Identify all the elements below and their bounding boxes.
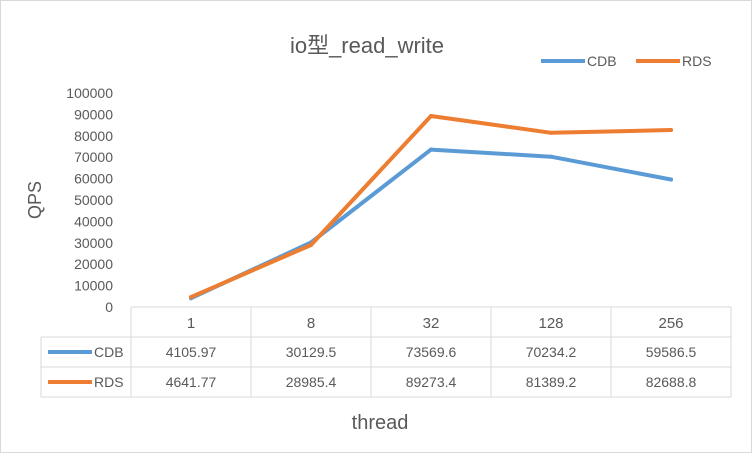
data-label: 81389.2 <box>526 374 577 390</box>
y-axis-label: QPS <box>25 181 45 219</box>
data-label: 73569.6 <box>406 344 457 360</box>
data-label: 59586.5 <box>646 344 697 360</box>
y-tick-label: 20000 <box>74 256 113 272</box>
legend: CDB RDS <box>541 53 712 69</box>
data-label: 28985.4 <box>286 374 337 390</box>
table-row-header: RDS <box>94 374 124 390</box>
table-row-header: CDB <box>94 344 124 360</box>
data-point-cdb <box>669 177 673 182</box>
data-point-cdb <box>549 154 553 159</box>
y-tick-label: 40000 <box>74 213 113 229</box>
x-tick-label: 1 <box>187 315 195 332</box>
series-line-rds <box>189 114 673 300</box>
data-label: 89273.4 <box>406 374 457 390</box>
legend-label: RDS <box>682 53 712 69</box>
data-label: 4641.77 <box>166 374 217 390</box>
y-tick-label: 60000 <box>74 171 113 187</box>
x-tick-label: 128 <box>538 315 563 332</box>
data-point-rds <box>309 242 313 247</box>
data-table: 1 8 32 128 256 CDB 4105.97 30129.5 73569.6 70234.… <box>40 306 732 398</box>
y-axis: 0 10000 20000 30000 40000 50000 60000 70000 8000… <box>66 85 113 315</box>
y-tick-label: 30000 <box>74 235 113 251</box>
y-tick-label: 70000 <box>74 149 113 165</box>
y-tick-label: 80000 <box>74 128 113 144</box>
data-label: 30129.5 <box>286 344 337 360</box>
data-label: 4105.97 <box>166 344 217 360</box>
data-label: 82688.8 <box>646 374 697 390</box>
y-tick-label: 90000 <box>74 106 113 122</box>
x-tick-label: 256 <box>658 315 683 332</box>
y-tick-label: 100000 <box>66 85 113 101</box>
data-point-rds <box>189 295 193 300</box>
legend-label: CDB <box>587 53 617 69</box>
x-axis-label: thread <box>352 412 409 434</box>
y-tick-label: 0 <box>105 299 113 315</box>
x-tick-label: 32 <box>423 315 440 332</box>
y-tick-label: 50000 <box>74 192 113 208</box>
data-point-rds <box>549 130 553 135</box>
data-point-cdb <box>429 147 433 152</box>
y-tick-label: 10000 <box>74 278 113 294</box>
data-point-rds <box>669 128 673 133</box>
chart-title: io型_read_write <box>290 33 444 58</box>
series-line-cdb <box>189 147 673 301</box>
data-label: 70234.2 <box>526 344 577 360</box>
x-tick-label: 8 <box>307 315 315 332</box>
data-point-rds <box>429 113 433 118</box>
plot-area <box>189 113 673 301</box>
